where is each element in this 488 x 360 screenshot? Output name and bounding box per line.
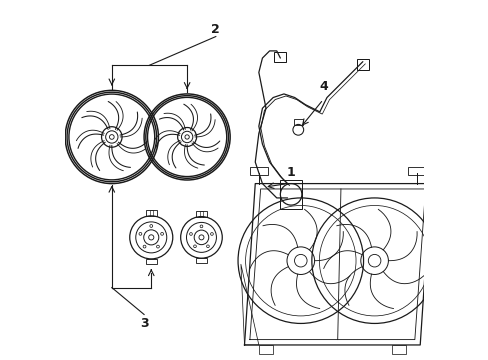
Text: 2: 2 <box>211 23 220 36</box>
Text: 1: 1 <box>286 166 295 179</box>
Text: 4: 4 <box>318 80 327 93</box>
Text: 3: 3 <box>140 317 148 330</box>
